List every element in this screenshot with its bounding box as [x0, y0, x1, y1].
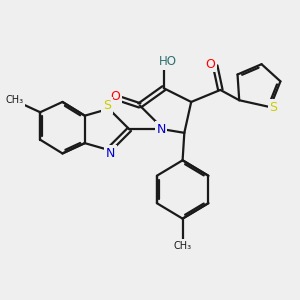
- Text: S: S: [270, 100, 278, 114]
- Text: O: O: [111, 90, 121, 103]
- Text: HO: HO: [159, 55, 177, 68]
- Text: O: O: [205, 58, 215, 71]
- Text: S: S: [103, 99, 111, 112]
- Text: N: N: [156, 123, 166, 136]
- Text: CH₃: CH₃: [5, 95, 23, 105]
- Text: CH₃: CH₃: [173, 241, 192, 251]
- Text: N: N: [106, 147, 115, 160]
